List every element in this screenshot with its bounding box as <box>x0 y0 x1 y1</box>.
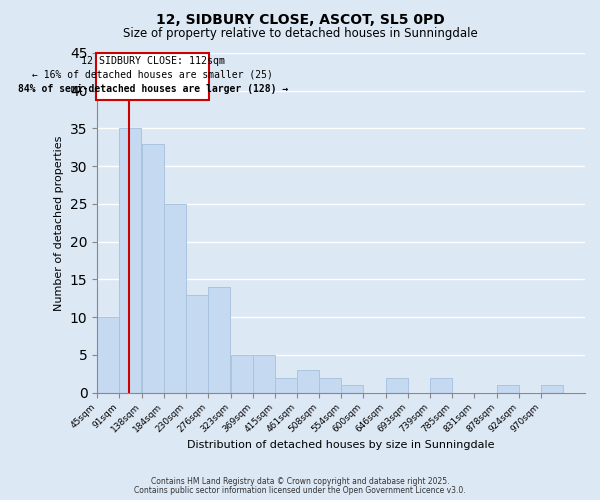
Text: 84% of semi-detached houses are larger (128) →: 84% of semi-detached houses are larger (… <box>17 84 288 94</box>
Bar <box>497 385 519 392</box>
Bar <box>119 128 142 392</box>
Bar <box>142 144 164 392</box>
Bar <box>164 204 186 392</box>
Bar <box>319 378 341 392</box>
Bar <box>208 287 230 393</box>
Bar <box>186 294 208 392</box>
Bar <box>253 355 275 393</box>
Bar <box>541 385 563 392</box>
Bar <box>275 378 297 392</box>
Bar <box>97 317 119 392</box>
Bar <box>430 378 452 392</box>
Bar <box>97 53 209 100</box>
Text: Contains public sector information licensed under the Open Government Licence v3: Contains public sector information licen… <box>134 486 466 495</box>
Text: Size of property relative to detached houses in Sunningdale: Size of property relative to detached ho… <box>122 28 478 40</box>
Text: 12, SIDBURY CLOSE, ASCOT, SL5 0PD: 12, SIDBURY CLOSE, ASCOT, SL5 0PD <box>155 12 445 26</box>
Y-axis label: Number of detached properties: Number of detached properties <box>54 135 64 310</box>
Bar <box>341 385 364 392</box>
Text: ← 16% of detached houses are smaller (25): ← 16% of detached houses are smaller (25… <box>32 70 273 80</box>
Bar <box>230 355 253 393</box>
X-axis label: Distribution of detached houses by size in Sunningdale: Distribution of detached houses by size … <box>187 440 495 450</box>
Text: Contains HM Land Registry data © Crown copyright and database right 2025.: Contains HM Land Registry data © Crown c… <box>151 477 449 486</box>
Bar <box>297 370 319 392</box>
Bar <box>386 378 407 392</box>
Text: 12 SIDBURY CLOSE: 112sqm: 12 SIDBURY CLOSE: 112sqm <box>81 56 225 66</box>
